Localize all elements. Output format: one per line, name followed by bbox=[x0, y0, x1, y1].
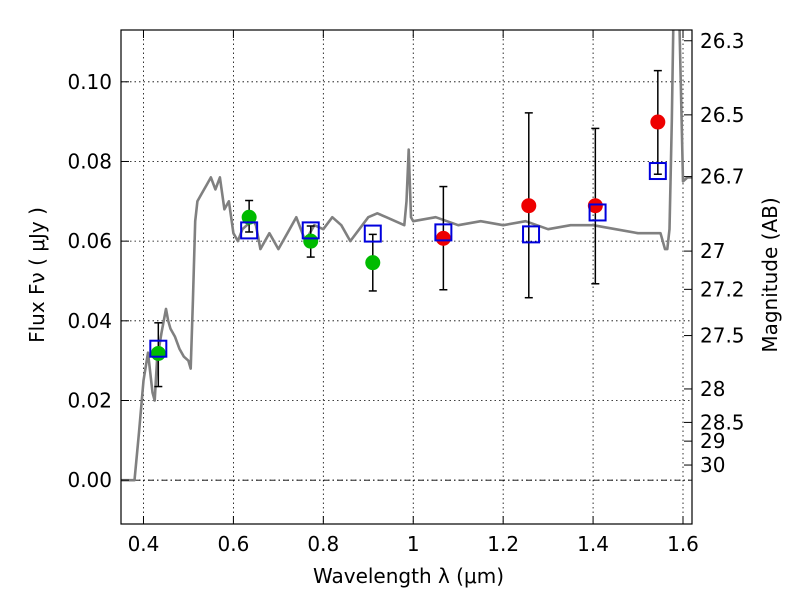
axis-ticks: 0.4 0.6 0.8 1 1.2 1.4 1.6 0.00 0.02 0.04 0.06 0.08 0… bbox=[67, 29, 744, 556]
data-point bbox=[303, 233, 319, 249]
right-tick-label: 26.3 bbox=[700, 29, 745, 53]
data-point bbox=[241, 209, 257, 225]
right-tick-label: 27.2 bbox=[700, 277, 745, 301]
right-tick-label: 30 bbox=[700, 453, 725, 477]
x-tick-label: 1.4 bbox=[577, 532, 609, 556]
right-tick-label: 28 bbox=[700, 377, 725, 401]
model-flux-square bbox=[363, 224, 382, 243]
model-flux-square bbox=[301, 221, 320, 240]
data-point bbox=[587, 198, 603, 214]
y-tick-label: 0.00 bbox=[67, 468, 112, 492]
model-flux-square bbox=[434, 223, 453, 242]
model-flux-square bbox=[648, 162, 667, 181]
data-point bbox=[365, 255, 381, 271]
spectrum-line bbox=[121, 30, 692, 482]
right-tick-label: 29 bbox=[700, 429, 725, 453]
right-axis-label: Magnitude (AB) bbox=[758, 197, 782, 352]
x-tick-label: 0.6 bbox=[217, 532, 249, 556]
y-axis-label: Flux Fν ( μJy ) bbox=[25, 207, 49, 343]
y-tick-label: 0.10 bbox=[67, 70, 112, 94]
model-flux-square bbox=[240, 221, 259, 240]
plot-frame bbox=[120, 29, 693, 525]
right-tick-label: 27 bbox=[700, 239, 725, 263]
x-tick-label: 0.4 bbox=[128, 532, 160, 556]
x-axis-label: Wavelength λ (μm) bbox=[313, 564, 504, 588]
model-flux-square bbox=[149, 339, 168, 358]
right-tick-label: 28.5 bbox=[700, 410, 745, 434]
right-tick-label: 27.5 bbox=[700, 324, 745, 348]
y-tick-label: 0.08 bbox=[67, 149, 112, 173]
data-point bbox=[435, 230, 451, 246]
model-flux-square bbox=[588, 203, 607, 222]
right-tick-label: 26.5 bbox=[700, 103, 745, 127]
data-point bbox=[650, 114, 666, 130]
photometry-points bbox=[149, 69, 667, 388]
model-flux-square bbox=[522, 225, 541, 244]
x-tick-label: 1 bbox=[407, 532, 420, 556]
data-point bbox=[521, 198, 537, 214]
right-tick-label: 26.7 bbox=[700, 165, 745, 189]
y-tick-label: 0.04 bbox=[67, 309, 112, 333]
data-point bbox=[150, 345, 166, 361]
grid-lines bbox=[121, 30, 692, 524]
x-tick-label: 1.2 bbox=[487, 532, 519, 556]
model-spectrum bbox=[121, 30, 692, 482]
y-tick-label: 0.02 bbox=[67, 389, 112, 413]
x-tick-label: 1.6 bbox=[667, 532, 699, 556]
x-tick-label: 0.8 bbox=[307, 532, 339, 556]
y-tick-label: 0.06 bbox=[67, 229, 112, 253]
